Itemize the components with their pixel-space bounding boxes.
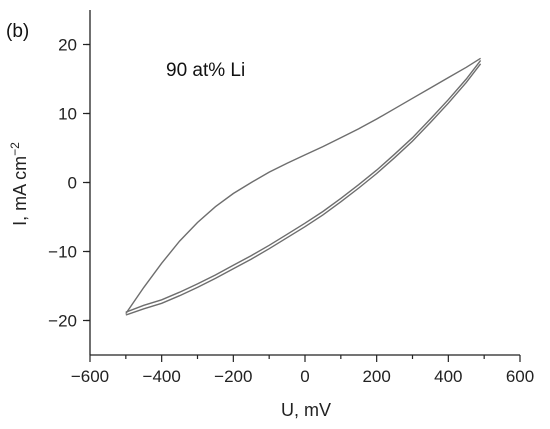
y-tick-label: −20: [48, 312, 77, 331]
cv-curve-1: [125, 57, 481, 314]
y-axis-title-sup: −2: [8, 142, 22, 156]
y-tick-label: 20: [58, 36, 77, 55]
y-axis-title: I, mA cm−2: [8, 142, 30, 226]
x-tick-label: 600: [506, 367, 534, 386]
composition-annotation: 90 at% Li: [166, 60, 245, 81]
x-tick-label: 0: [300, 367, 309, 386]
y-tick-label: −10: [48, 243, 77, 262]
x-ticks: −600 −400 −200 0 200 400 600: [71, 355, 534, 386]
axes: [89, 10, 520, 356]
x-tick-label: −400: [143, 367, 181, 386]
x-tick-label: −600: [71, 367, 109, 386]
y-tick-label: 0: [68, 174, 77, 193]
x-tick-label: 200: [362, 367, 390, 386]
cv-curve-2: [125, 63, 482, 316]
x-tick-label: 400: [434, 367, 462, 386]
x-axis-title: U, mV: [281, 400, 331, 420]
x-tick-label: −200: [214, 367, 252, 386]
y-axis-title-main: I, mA cm: [10, 156, 30, 226]
cv-curve-3: [125, 59, 482, 313]
y-tick-label: 10: [58, 105, 77, 124]
curves: [125, 57, 482, 316]
panel-label: (b): [6, 21, 29, 42]
y-ticks: −20 −10 0 10 20: [48, 36, 90, 331]
